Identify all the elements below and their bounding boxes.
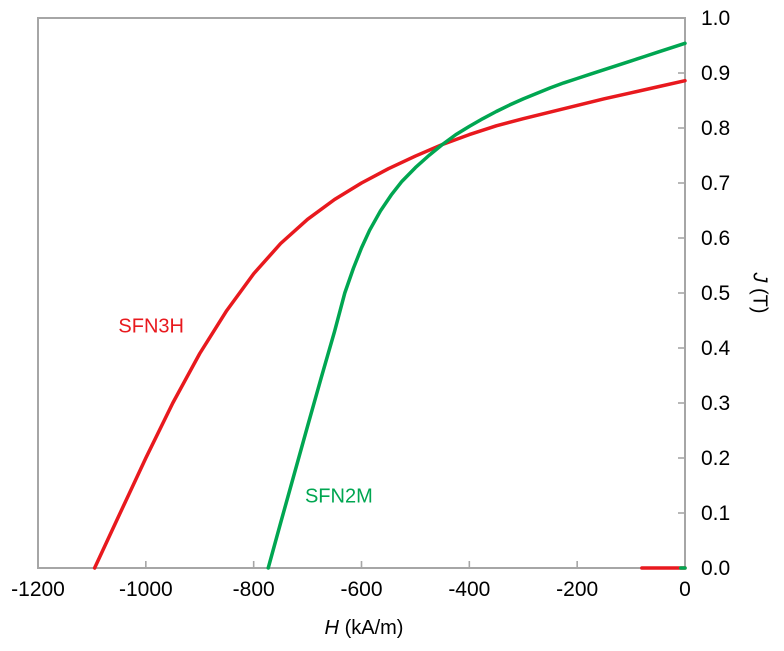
x-tick-label: -200 [556,578,598,601]
x-axis-variable: H [324,617,340,639]
y-tick-label: 0.9 [701,62,730,85]
y-tick-label: 0.1 [701,502,730,525]
y-tick-label: 0.2 [701,447,730,470]
y-tick-label: 0.6 [701,227,730,250]
y-axis-variable: J [748,272,771,283]
x-tick-label: -600 [340,578,382,601]
series-label-sfn3h: SFN3H [118,315,185,338]
series-label-sfn2m: SFN2M [304,485,373,508]
y-tick-label: 1.0 [701,7,730,30]
curve-sfn2m [266,41,687,570]
y-tick-label: 0.3 [701,392,730,415]
x-tick-label: -1200 [11,578,65,601]
y-axis-unit: (T) [748,282,771,314]
x-tick-label: -800 [233,578,275,601]
x-tick-label: -1000 [119,578,173,601]
x-axis-unit: (kA/m) [339,617,404,639]
y-axis-title: J (T) [748,272,771,313]
y-tick-label: 0.7 [701,172,730,195]
x-tick-label: 0 [679,578,691,601]
y-tick-label: 0.8 [701,117,730,140]
x-axis-title: H (kA/m) [325,617,404,640]
y-tick-label: 0.5 [701,282,730,305]
curve-sfn3h [92,78,687,570]
y-tick-label: 0.0 [701,557,730,580]
y-tick-label: 0.4 [701,337,731,360]
x-tick-label: -400 [448,578,490,601]
